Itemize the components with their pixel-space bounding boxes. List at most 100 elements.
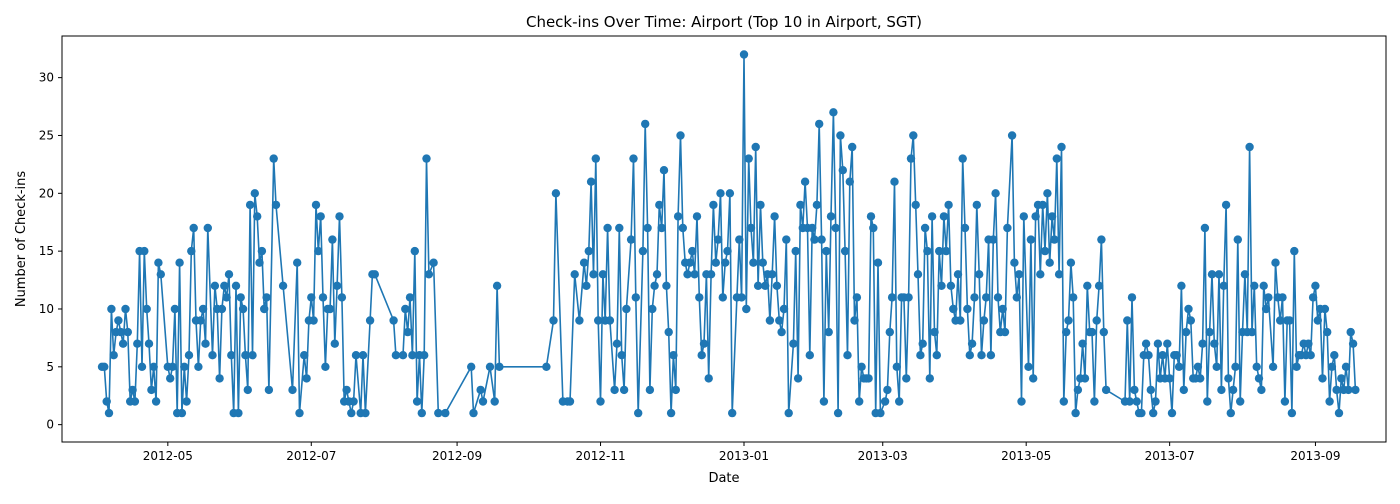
data-point <box>975 270 984 279</box>
data-point <box>255 258 264 267</box>
data-point <box>542 362 551 371</box>
data-point <box>1217 385 1226 395</box>
data-point <box>1186 316 1196 325</box>
data-point <box>210 281 220 290</box>
data-point <box>848 142 857 152</box>
data-point <box>1163 339 1172 348</box>
data-point <box>318 293 328 302</box>
data-point <box>222 293 231 302</box>
y-tick-label: 5 <box>46 360 54 374</box>
data-point <box>227 351 236 360</box>
data-point <box>742 304 751 314</box>
y-axis: 0 5 10 15 20 25 30 <box>39 71 62 432</box>
data-point <box>923 246 932 256</box>
data-point <box>690 270 699 279</box>
data-point <box>1290 246 1299 256</box>
data-point <box>342 385 351 395</box>
data-point <box>930 327 939 337</box>
data-point <box>965 351 974 360</box>
data-point <box>1064 316 1073 325</box>
data-point <box>361 408 370 418</box>
data-point <box>819 397 829 406</box>
data-point <box>133 339 142 348</box>
data-point <box>972 200 981 210</box>
data-point <box>417 408 426 418</box>
data-point <box>756 200 765 210</box>
data-point <box>166 374 175 383</box>
data-point <box>796 200 805 210</box>
data-point <box>927 212 937 221</box>
data-point <box>958 154 967 163</box>
data-point <box>328 235 337 244</box>
data-point <box>982 293 991 302</box>
data-point <box>589 270 598 279</box>
data-point <box>332 281 342 290</box>
data-point <box>685 258 695 267</box>
data-point <box>1278 293 1287 302</box>
data-point <box>243 385 252 395</box>
data-point <box>989 235 998 244</box>
axes-frame <box>61 35 1387 443</box>
data-point <box>1228 385 1238 395</box>
data-point <box>1038 200 1047 210</box>
y-tick-label: 0 <box>46 418 54 432</box>
data-point <box>1141 339 1151 348</box>
data-point <box>180 362 189 371</box>
data-point <box>1043 189 1052 198</box>
data-point <box>890 177 899 186</box>
data-point <box>695 293 704 302</box>
data-point <box>1221 200 1231 210</box>
y-tick-label: 15 <box>39 244 54 258</box>
data-point <box>1250 281 1259 290</box>
data-point <box>271 200 281 210</box>
data-point <box>582 281 591 290</box>
data-point <box>1311 281 1320 290</box>
data-point <box>1167 408 1177 418</box>
data-point <box>594 316 603 325</box>
data-point <box>137 362 147 371</box>
data-point <box>812 200 822 210</box>
data-point <box>1073 385 1083 395</box>
data-point <box>321 362 330 371</box>
data-point <box>770 212 779 221</box>
data-point <box>1000 327 1010 337</box>
data-point <box>1214 270 1224 279</box>
y-tick-label: 25 <box>39 128 54 142</box>
data-point <box>264 385 274 395</box>
data-point <box>704 374 713 383</box>
data-point <box>1240 270 1250 279</box>
data-point <box>102 397 111 406</box>
data-point <box>149 362 158 371</box>
x-tick-label: 2012-11 <box>575 449 625 463</box>
data-point <box>1071 408 1080 418</box>
data-point <box>598 270 608 279</box>
x-axis: 2012-05 2012-07 2012-09 2012-11 2013-01 2013-… <box>143 442 1341 463</box>
data-point <box>107 304 116 314</box>
data-point <box>1059 397 1069 406</box>
data-point <box>960 223 970 233</box>
data-point <box>170 304 180 314</box>
data-point <box>570 270 579 279</box>
data-point <box>429 258 438 267</box>
y-axis-label: Number of Check-ins <box>14 171 29 308</box>
data-point <box>892 362 901 371</box>
y-tick-label: 30 <box>39 71 54 85</box>
data-point <box>991 189 1000 198</box>
data-point <box>641 119 650 129</box>
data-point <box>850 316 859 325</box>
data-point <box>351 351 361 360</box>
data-point <box>1193 362 1203 371</box>
data-point <box>793 374 803 383</box>
data-point <box>1330 351 1339 360</box>
data-point <box>772 281 782 290</box>
data-point <box>1313 316 1323 325</box>
data-point <box>652 270 662 279</box>
data-point <box>977 351 986 360</box>
x-tick-label: 2013-03 <box>858 449 908 463</box>
data-point <box>476 385 485 395</box>
data-point <box>100 362 109 371</box>
data-point <box>761 281 770 290</box>
data-point <box>826 212 836 221</box>
data-point <box>758 258 767 267</box>
data-point <box>123 327 132 337</box>
